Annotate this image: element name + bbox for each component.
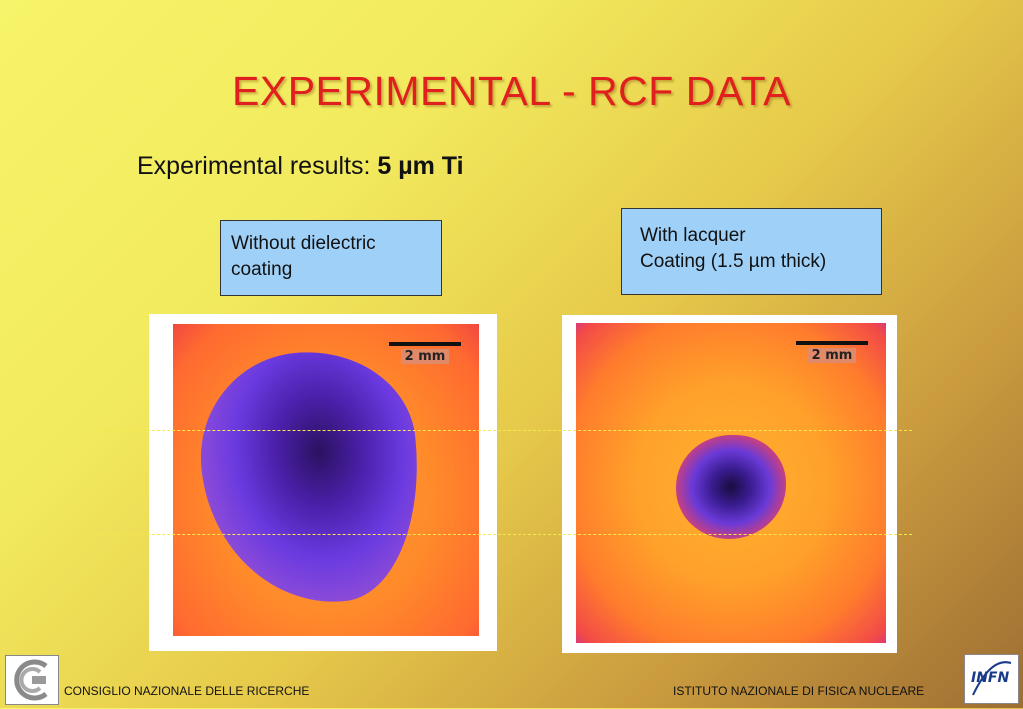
label-left-line2: coating [231,259,293,280]
rcf-image-with-lacquer: 2 mm [562,315,897,653]
label-left-line1: Without dielectric [231,233,376,254]
dose-region-focused [676,435,786,539]
infn-logo-text: INFN [971,670,1010,686]
dose-region-broad [190,341,432,615]
slide-title: EXPERIMENTAL - RCF DATA [232,68,791,114]
guide-line-top [92,430,912,431]
label-right-line1: With lacquer [640,225,746,246]
infn-logo: INFN [964,654,1019,704]
scale-bar-right: 2 mm [796,341,868,363]
rcf-image-without-coating: 2 mm [149,314,497,651]
infn-logo-icon [972,661,1012,696]
guide-line-bottom [92,534,912,535]
cnr-logo [5,655,59,705]
scale-bar-left: 2 mm [389,342,461,364]
rcf-film-right: 2 mm [576,323,886,643]
rcf-film-left: 2 mm [173,324,479,636]
label-right-line2: Coating (1.5 µm thick) [640,251,827,272]
cnr-logo-icon [14,659,48,701]
footer-left-text: CONSIGLIO NAZIONALE DELLE RICERCHE [64,684,310,698]
subtitle-bold: 5 µm Ti [377,152,464,180]
label-box-with-lacquer: With lacquer Coating (1.5 µm thick) [621,208,882,295]
slide-subtitle: Experimental results: 5 µm Ti [137,152,464,181]
label-box-without-coating: Without dielectric coating [220,220,442,296]
scale-label-left: 2 mm [400,349,450,364]
subtitle-prefix: Experimental results: [137,152,378,180]
scale-label-right: 2 mm [807,348,857,363]
footer-right-text: ISTITUTO NAZIONALE DI FISICA NUCLEARE [673,684,925,698]
